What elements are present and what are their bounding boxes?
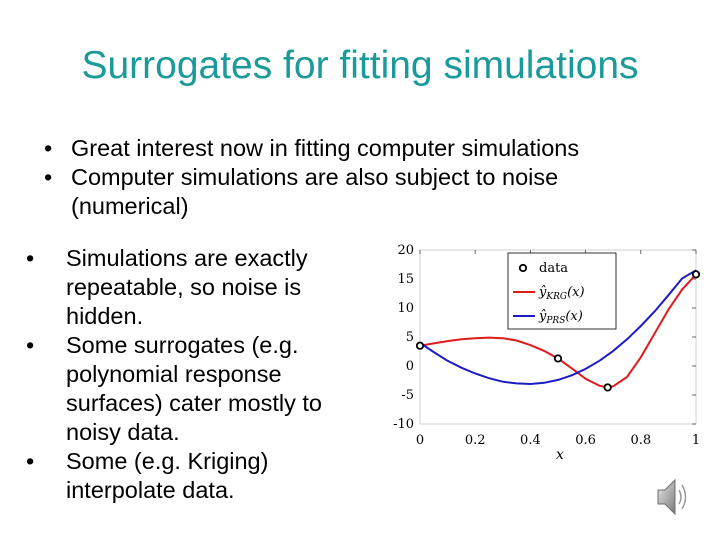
bullet-text: Computer simulations are also subject to… — [71, 164, 559, 219]
legend-label: ŷPRS(x) — [538, 309, 583, 326]
x-tick-label: 0 — [416, 433, 424, 448]
bullet-item: • Some (e.g. Kriging) interpolate data. — [26, 447, 376, 505]
x-tick-label: 0.8 — [630, 433, 651, 448]
legend-marker — [518, 263, 528, 273]
y-tick-label: 15 — [397, 272, 414, 287]
x-tick-label: 0.6 — [575, 433, 596, 448]
bullet-text: Great interest now in fitting computer s… — [71, 135, 580, 161]
y-tick-label: -5 — [401, 388, 414, 403]
y-tick-label: 5 — [406, 330, 414, 345]
bullet-glyph: • — [26, 245, 35, 271]
data-point — [603, 383, 612, 392]
bullet-item: • Some surrogates (e.g. polynomial respo… — [26, 331, 376, 447]
y-tick-label: 0 — [406, 359, 414, 374]
x-axis-label: x — [556, 447, 564, 463]
speaker-icon[interactable] — [654, 472, 690, 522]
data-point — [553, 354, 563, 363]
series-line — [419, 269, 697, 386]
bullet-glyph: • — [44, 135, 53, 161]
bullet-glyph: • — [44, 164, 53, 190]
data-point — [415, 341, 425, 350]
x-tick-label: 0.2 — [465, 433, 486, 448]
y-tick-label: -10 — [393, 417, 414, 432]
bullet-text: Some surrogates (e.g. polynomial respons… — [66, 332, 322, 445]
bullet-item: • Great interest now in fitting computer… — [44, 134, 704, 163]
bullet-glyph: • — [26, 448, 35, 474]
bullet-text: Some (e.g. Kriging) interpolate data. — [66, 448, 269, 503]
slide-title: Surrogates for fitting simulations — [81, 44, 639, 87]
legend-label: data — [539, 261, 568, 276]
x-tick-label: 1 — [692, 433, 700, 448]
data-point — [691, 270, 701, 279]
legend-label: ŷKRG(x) — [538, 285, 585, 302]
bullet-list-top: • Great interest now in fitting computer… — [44, 134, 704, 221]
bullet-text: Simulations are exactly repeatable, so n… — [66, 245, 308, 329]
bullet-glyph: • — [26, 332, 35, 358]
y-tick-label: 10 — [397, 301, 414, 316]
bullet-item: • Simulations are exactly repeatable, so… — [26, 244, 376, 331]
x-tick-label: 0.4 — [520, 433, 541, 448]
y-tick-label: 20 — [397, 243, 414, 258]
bullet-list-left: • Simulations are exactly repeatable, so… — [26, 244, 376, 505]
series-line — [419, 273, 697, 389]
bullet-item: • Computer simulations are also subject … — [44, 163, 681, 221]
